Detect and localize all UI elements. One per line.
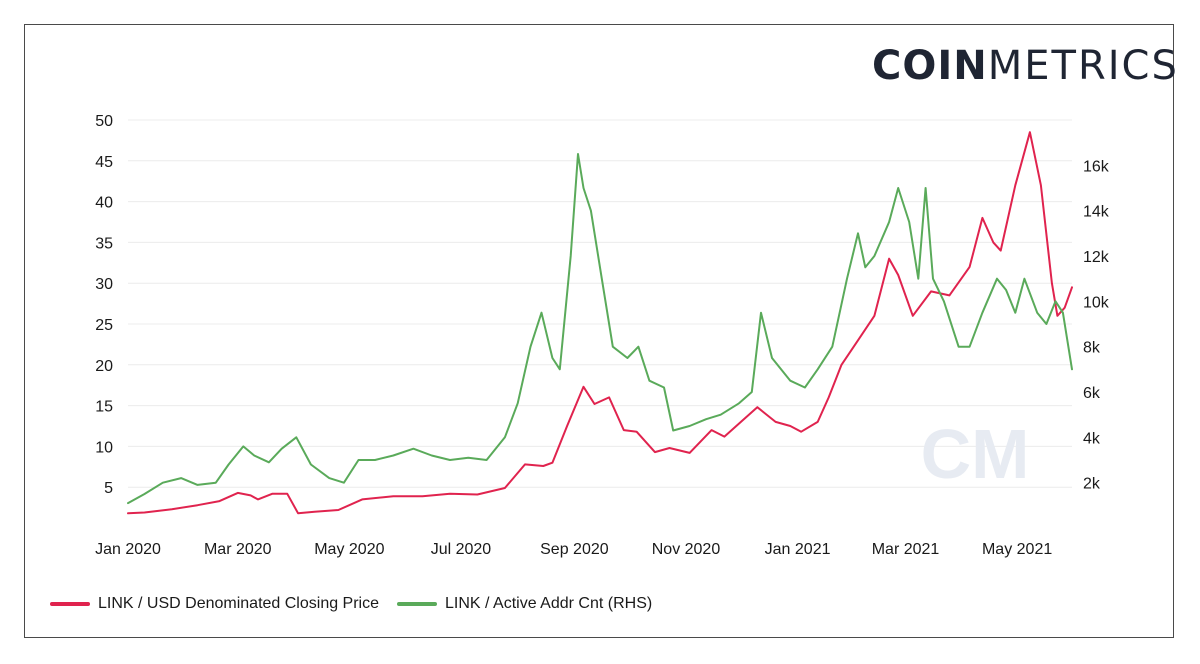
- legend: LINK / USD Denominated Closing Price LIN…: [50, 590, 670, 618]
- tick-labels: 5 10 15 20 25 30 35 40 45 50 2k 4k 6k 8k 10k 12k 14k 16k J…: [95, 113, 1110, 558]
- logo-light-text: METRICS: [987, 43, 1179, 89]
- y-left-tick-label: 20: [95, 358, 113, 375]
- y-left-tick-label: 15: [95, 399, 113, 416]
- y-left-tick-label: 30: [95, 276, 113, 293]
- y-right-tick-label: 2k: [1083, 476, 1101, 493]
- y-right-tick-label: 16k: [1083, 158, 1110, 175]
- y-right-tick-label: 14k: [1083, 204, 1110, 221]
- y-right-tick-label: 12k: [1083, 249, 1110, 266]
- x-tick-label: Mar 2020: [204, 541, 272, 558]
- y-left-tick-label: 40: [95, 195, 113, 212]
- gridlines: [128, 119, 1072, 488]
- y-left-tick-label: 50: [95, 113, 113, 130]
- watermark-text: CM: [921, 415, 1030, 493]
- legend-swatch-active-addr: [397, 602, 438, 606]
- x-tick-label: Nov 2020: [652, 541, 721, 558]
- series-line-price: [127, 131, 1073, 515]
- x-tick-label: Jan 2021: [765, 541, 831, 558]
- coinmetrics-logo: COINMETRICS: [872, 42, 1179, 90]
- legend-item-price[interactable]: LINK / USD Denominated Closing Price: [50, 595, 379, 613]
- chart-frame: [24, 24, 1174, 638]
- x-tick-label: Sep 2020: [540, 541, 609, 558]
- y-right-tick-label: 4k: [1083, 430, 1101, 447]
- cm-watermark: CM: [921, 415, 1030, 493]
- y-right-tick-label: 10k: [1083, 294, 1110, 311]
- x-tick-label: Mar 2021: [872, 541, 940, 558]
- series-line-active-addr: [127, 153, 1073, 505]
- x-tick-label: Jul 2020: [431, 541, 492, 558]
- y-left-tick-label: 10: [95, 439, 113, 456]
- y-left-tick-label: 5: [104, 480, 113, 497]
- y-left-tick-label: 25: [95, 317, 113, 334]
- legend-label-active-addr: LINK / Active Addr Cnt (RHS): [445, 595, 653, 612]
- series-group: [127, 131, 1073, 515]
- legend-swatch-price: [50, 602, 90, 606]
- logo-bold-text: COIN: [872, 43, 988, 89]
- legend-item-active-addr[interactable]: LINK / Active Addr Cnt (RHS): [397, 595, 652, 613]
- legend-label-price: LINK / USD Denominated Closing Price: [98, 595, 380, 612]
- y-right-tick-label: 6k: [1083, 385, 1101, 402]
- y-right-tick-label: 8k: [1083, 340, 1101, 357]
- x-tick-label: May 2020: [314, 541, 384, 558]
- y-left-tick-label: 35: [95, 235, 113, 252]
- x-tick-label: May 2021: [982, 541, 1052, 558]
- y-left-tick-label: 45: [95, 154, 113, 171]
- x-tick-label: Jan 2020: [95, 541, 161, 558]
